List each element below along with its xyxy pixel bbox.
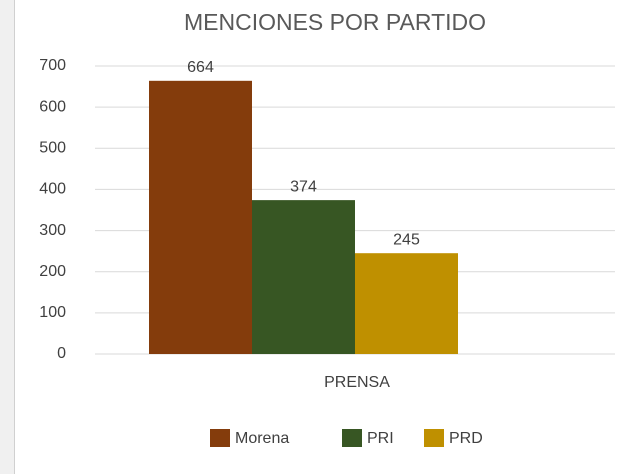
legend-swatch	[342, 429, 362, 447]
legend-label: Morena	[235, 430, 289, 447]
y-tick-label: 500	[39, 140, 66, 157]
legend-label: PRD	[449, 430, 483, 447]
y-tick-label: 100	[39, 304, 66, 321]
chart-title: MENCIONES POR PARTIDO	[184, 9, 486, 35]
data-label: 664	[187, 59, 214, 76]
side-strip	[0, 0, 14, 474]
bar	[355, 253, 458, 354]
y-tick-label: 400	[39, 181, 66, 198]
x-tick-label: PRENSA	[324, 374, 390, 391]
y-tick-label: 200	[39, 263, 66, 280]
y-tick-label: 300	[39, 222, 66, 239]
y-tick-label: 600	[39, 98, 66, 115]
legend-label: PRI	[367, 430, 394, 447]
y-tick-label: 700	[39, 57, 66, 74]
legend-swatch	[424, 429, 444, 447]
bar	[149, 80, 252, 354]
data-label: 245	[393, 231, 420, 248]
data-label: 374	[290, 178, 317, 195]
bar	[252, 200, 355, 354]
legend-swatch	[210, 429, 230, 447]
y-tick-label: 0	[57, 345, 66, 362]
